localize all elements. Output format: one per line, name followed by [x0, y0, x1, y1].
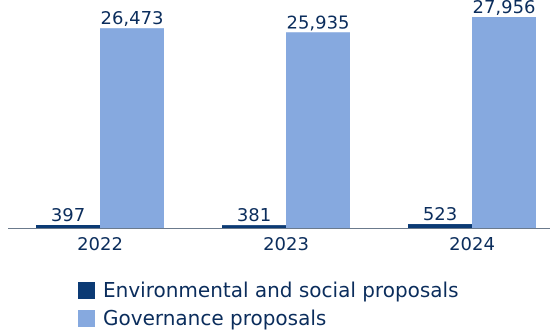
- x-tick-label-2024: 2024: [449, 234, 495, 255]
- bar-env-social-2022: [36, 225, 100, 228]
- bar-governance-2024: [472, 17, 536, 228]
- legend-label-env-social: Environmental and social proposals: [103, 278, 459, 302]
- legend-item-governance: Governance proposals: [78, 304, 459, 332]
- value-label-env-social-2022: 397: [51, 205, 85, 226]
- bars-group: [36, 17, 536, 228]
- bar-governance-2023: [286, 32, 350, 228]
- legend-item-env-social: Environmental and social proposals: [78, 276, 459, 304]
- legend-swatch-governance: [78, 309, 95, 327]
- value-labels-group: 397 26,473 381 25,935 523 27,956: [51, 0, 536, 226]
- value-label-governance-2022: 26,473: [101, 8, 164, 29]
- value-label-env-social-2023: 381: [237, 205, 271, 226]
- bar-governance-2022: [100, 28, 164, 228]
- bar-chart: 397 26,473 381 25,935 523 27,956 2022 2023 2024: [8, 0, 550, 255]
- bar-env-social-2024: [408, 224, 472, 228]
- legend-swatch-env-social: [78, 281, 95, 299]
- value-label-governance-2024: 27,956: [473, 0, 536, 18]
- x-tick-label-2023: 2023: [263, 234, 309, 255]
- legend: Environmental and social proposals Gover…: [78, 276, 459, 332]
- value-label-governance-2023: 25,935: [287, 12, 350, 33]
- legend-label-governance: Governance proposals: [103, 306, 327, 330]
- x-tick-label-2022: 2022: [77, 234, 123, 255]
- x-tick-labels-group: 2022 2023 2024: [77, 234, 495, 255]
- chart-canvas: 397 26,473 381 25,935 523 27,956 2022 2023 2024: [8, 0, 550, 255]
- value-label-env-social-2024: 523: [423, 204, 457, 225]
- bar-env-social-2023: [222, 225, 286, 228]
